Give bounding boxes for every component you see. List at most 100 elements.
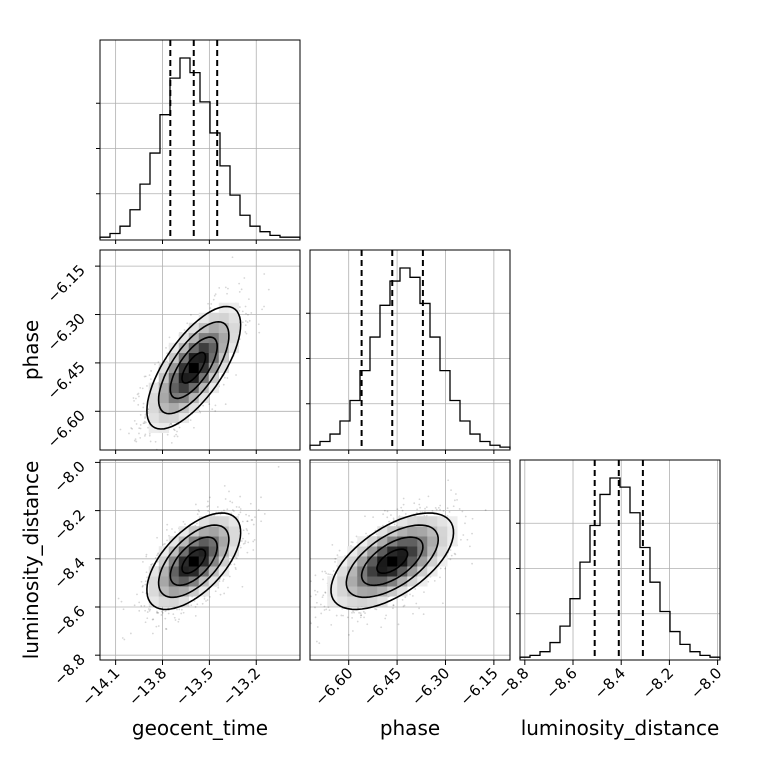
sample-point xyxy=(319,603,322,606)
sample-point xyxy=(210,303,213,305)
sample-point xyxy=(248,514,250,517)
density-cell xyxy=(158,576,170,587)
y-axis-label-luminosity-distance: luminosity_distance xyxy=(19,461,43,660)
sample-point xyxy=(243,277,246,279)
sample-point xyxy=(154,557,157,559)
sample-point xyxy=(134,438,137,441)
density-cell xyxy=(158,392,170,404)
density-cell xyxy=(337,596,348,607)
sample-point xyxy=(441,602,444,605)
y-tick-label-phase-0: −6.60 xyxy=(44,406,89,451)
sample-point xyxy=(141,387,144,390)
density-cell xyxy=(357,556,368,567)
sample-point xyxy=(151,618,154,621)
sample-point xyxy=(142,422,145,425)
sample-point xyxy=(149,440,152,443)
sample-point xyxy=(190,604,193,607)
sample-point xyxy=(205,600,207,602)
sample-point xyxy=(418,607,420,610)
sample-point xyxy=(140,605,143,607)
sample-point xyxy=(182,520,185,523)
sample-point xyxy=(171,528,173,530)
sample-point xyxy=(139,427,142,430)
sample-point xyxy=(207,302,209,305)
sample-point xyxy=(386,510,389,513)
density-cell xyxy=(198,392,210,404)
x-axis-label-geocent-time: geocent_time xyxy=(132,716,268,740)
sample-point xyxy=(173,616,176,619)
x-axis-label-luminosity-distance: luminosity_distance xyxy=(521,716,720,740)
sample-point xyxy=(338,549,341,552)
density-cell xyxy=(188,556,200,567)
density-cell xyxy=(377,576,388,587)
sample-point xyxy=(419,506,421,509)
sample-point xyxy=(144,415,147,418)
sample-point xyxy=(170,423,173,426)
density-cell xyxy=(178,362,190,374)
x-tick-label-phase-3: −6.15 xyxy=(456,664,501,709)
density-cell xyxy=(148,566,160,577)
sample-point xyxy=(150,370,153,372)
density-cell xyxy=(158,586,170,597)
density-cell xyxy=(168,566,180,577)
sample-point xyxy=(176,435,179,438)
density-cell xyxy=(347,576,358,587)
sample-point xyxy=(353,611,355,614)
panel-frame xyxy=(99,249,301,451)
sample-point xyxy=(439,567,442,570)
density-cell xyxy=(168,576,180,587)
hist-panel-phase xyxy=(306,249,511,451)
density-cell xyxy=(158,422,170,434)
sample-point xyxy=(154,363,156,366)
sample-point xyxy=(239,495,242,498)
sample-point xyxy=(235,374,237,376)
sample-point xyxy=(157,553,159,555)
sample-point xyxy=(214,293,217,296)
density-cell xyxy=(228,342,240,354)
density-cell xyxy=(437,546,448,557)
density-cell xyxy=(397,586,408,597)
x-axis-label-phase: phase xyxy=(380,716,440,740)
sample-point xyxy=(359,612,362,615)
contour-level-2 xyxy=(157,524,230,599)
sample-point xyxy=(208,403,211,406)
sample-point xyxy=(213,294,216,297)
sample-point xyxy=(316,590,319,593)
sample-point xyxy=(156,612,159,614)
sample-point xyxy=(238,306,241,308)
sample-point xyxy=(229,500,232,503)
sample-point xyxy=(157,361,160,364)
sample-point xyxy=(209,307,212,309)
sample-point xyxy=(448,510,451,513)
sample-point xyxy=(160,610,163,613)
sample-point xyxy=(350,541,353,543)
sample-point xyxy=(245,332,248,335)
sample-point xyxy=(149,378,152,381)
density-cell xyxy=(427,526,438,537)
density-cell xyxy=(198,312,210,324)
density-cell xyxy=(208,516,220,527)
sample-point xyxy=(142,560,144,563)
density-cell xyxy=(357,596,368,607)
sample-point xyxy=(263,273,266,275)
density-cell xyxy=(158,402,170,414)
contour-level-3 xyxy=(146,512,242,611)
density-cell xyxy=(188,362,200,374)
density-cell xyxy=(208,362,220,374)
sample-point xyxy=(120,600,123,603)
sample-point xyxy=(174,531,176,534)
sample-point xyxy=(402,605,405,608)
density-cell xyxy=(168,382,180,394)
sample-point xyxy=(231,256,234,259)
sample-point xyxy=(175,433,178,436)
sample-point xyxy=(144,453,146,455)
sample-point xyxy=(414,588,417,590)
sample-point xyxy=(314,593,317,596)
sample-point xyxy=(314,589,316,592)
joint-panel-phase-luminosity_distance xyxy=(309,459,511,661)
density-cell xyxy=(427,536,438,547)
density-cell xyxy=(367,536,378,547)
sample-point xyxy=(227,586,229,589)
sample-point xyxy=(117,597,120,600)
